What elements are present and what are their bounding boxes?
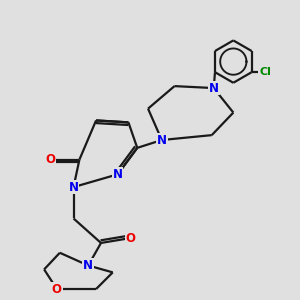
- Text: N: N: [68, 181, 79, 194]
- Text: N: N: [157, 134, 167, 146]
- Text: O: O: [52, 283, 62, 296]
- Text: N: N: [83, 259, 93, 272]
- Text: O: O: [45, 153, 55, 166]
- Text: Cl: Cl: [259, 67, 271, 77]
- Text: N: N: [209, 82, 219, 94]
- Text: O: O: [125, 232, 135, 244]
- Text: N: N: [112, 168, 123, 181]
